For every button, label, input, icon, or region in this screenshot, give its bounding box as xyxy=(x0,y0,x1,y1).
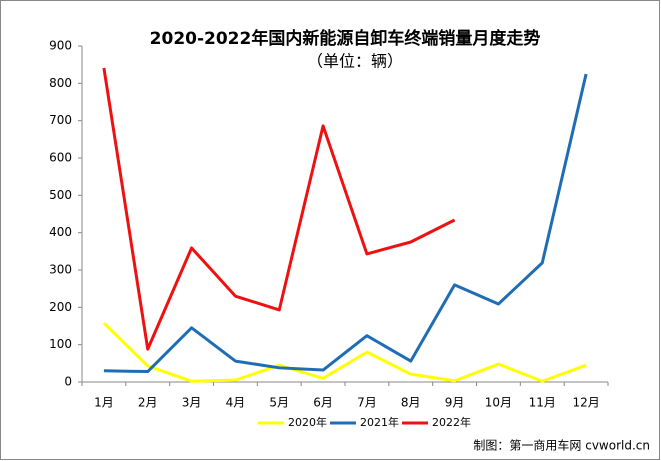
y-tick-label: 100 xyxy=(49,337,72,351)
legend-label: 2020年 xyxy=(288,415,327,429)
legend-label: 2021年 xyxy=(360,415,399,429)
y-tick-label: 900 xyxy=(49,39,72,53)
y-tick-label: 800 xyxy=(49,76,72,90)
y-tick-label: 300 xyxy=(49,263,72,277)
chart-subtitle: （单位：辆） xyxy=(307,52,403,71)
x-tick-label: 8月 xyxy=(401,396,421,410)
y-tick-label: 400 xyxy=(49,225,72,239)
x-tick-label: 5月 xyxy=(269,396,289,410)
y-tick-label: 700 xyxy=(49,113,72,127)
x-tick-label: 7月 xyxy=(357,396,377,410)
series-line xyxy=(102,321,587,383)
x-tick-label: 6月 xyxy=(313,396,333,410)
x-tick-label: 10月 xyxy=(485,396,512,410)
x-tick-label: 11月 xyxy=(529,396,556,410)
x-tick-label: 12月 xyxy=(572,396,599,410)
series-line xyxy=(103,73,588,374)
x-tick-label: 3月 xyxy=(182,396,202,410)
legend-label: 2022年 xyxy=(432,415,471,429)
x-tick-label: 9月 xyxy=(445,396,465,410)
y-tick-label: 500 xyxy=(49,188,72,202)
x-tick-label: 2月 xyxy=(138,396,158,410)
y-tick-label: 600 xyxy=(49,151,72,165)
y-tick-label: 0 xyxy=(64,375,72,389)
chart-title: 2020-2022年国内新能源自卸车终端销量月度走势 xyxy=(150,28,541,49)
x-tick-label: 1月 xyxy=(94,396,114,410)
y-tick-label: 200 xyxy=(49,300,72,314)
x-tick-label: 4月 xyxy=(226,396,246,410)
series-line xyxy=(102,67,456,351)
source-note: 制图：第一商用车网 cvworld.cn xyxy=(473,438,650,453)
